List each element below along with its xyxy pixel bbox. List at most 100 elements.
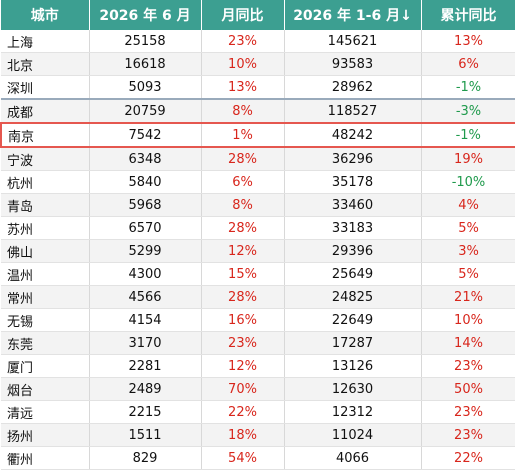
value-cell: 22% (201, 400, 285, 424)
value-cell: 18% (201, 423, 285, 447)
value-cell: 15% (201, 262, 285, 286)
city-cell: 杭州 (1, 170, 90, 194)
value-cell: 16618 (89, 52, 202, 76)
value-cell: 3170 (89, 331, 202, 355)
value-cell: 5968 (89, 193, 202, 217)
table-row: 北京 16618 10% 93583 6% (1, 52, 515, 76)
value-cell: 17287 (284, 331, 422, 355)
column-header: 城市 (1, 0, 90, 30)
value-cell: 22% (421, 446, 515, 470)
value-cell: 8% (201, 98, 285, 124)
column-header: 2026 年 6 月 (89, 0, 202, 30)
city-cell: 扬州 (1, 423, 90, 447)
table-row: 南京 7542 1% 48242 -1% (0, 122, 515, 148)
value-cell: 70% (201, 377, 285, 401)
value-cell: 13% (201, 75, 285, 100)
value-cell: 4154 (89, 308, 202, 332)
city-cell: 上海 (1, 30, 90, 53)
table-row: 成都 20759 8% 118527 -3% (1, 98, 515, 124)
city-cell: 深圳 (1, 75, 90, 100)
value-cell: 22649 (284, 308, 422, 332)
value-cell: 10% (421, 308, 515, 332)
table-row: 东莞 3170 23% 17287 14% (1, 331, 515, 355)
value-cell: 4066 (284, 446, 422, 470)
value-cell: 28% (201, 216, 285, 240)
value-cell: 5% (421, 216, 515, 240)
value-cell: 93583 (284, 52, 422, 76)
value-cell: 13% (421, 30, 515, 53)
value-cell: 23% (201, 331, 285, 355)
value-cell: 25649 (284, 262, 422, 286)
table-row: 宁波 6348 28% 36296 19% (1, 147, 515, 171)
table-row: 温州 4300 15% 25649 5% (1, 262, 515, 286)
value-cell: 24825 (284, 285, 422, 309)
value-cell: -1% (421, 75, 515, 100)
city-cell: 成都 (1, 98, 90, 124)
value-cell: 2489 (89, 377, 202, 401)
table-row: 常州 4566 28% 24825 21% (1, 285, 515, 309)
value-cell: 3% (421, 239, 515, 263)
value-cell: 118527 (284, 98, 422, 124)
city-cell: 衢州 (1, 446, 90, 470)
value-cell: 4566 (89, 285, 202, 309)
table-row: 深圳 5093 13% 28962 -1% (1, 75, 515, 100)
table-row: 苏州 6570 28% 33183 5% (1, 216, 515, 240)
value-cell: 23% (421, 423, 515, 447)
value-cell: 6% (421, 52, 515, 76)
value-cell: 20759 (89, 98, 202, 124)
value-cell: 5840 (89, 170, 202, 194)
value-cell: 6348 (89, 147, 202, 171)
value-cell: 5093 (89, 75, 202, 100)
value-cell: 8% (201, 193, 285, 217)
value-cell: 29396 (284, 239, 422, 263)
value-cell: 1511 (89, 423, 202, 447)
value-cell: 4% (421, 193, 515, 217)
value-cell: 12312 (284, 400, 422, 424)
value-cell: 1% (201, 122, 285, 148)
value-cell: 25158 (89, 30, 202, 53)
table-row: 厦门 2281 12% 13126 23% (1, 354, 515, 378)
value-cell: 23% (421, 400, 515, 424)
column-header: 2026 年 1-6 月↓ (284, 0, 422, 30)
value-cell: 28% (201, 147, 285, 171)
value-cell: 14% (421, 331, 515, 355)
city-cell: 烟台 (1, 377, 90, 401)
value-cell: -3% (421, 98, 515, 124)
value-cell: 50% (421, 377, 515, 401)
value-cell: -1% (421, 122, 515, 148)
table-row: 清远 2215 22% 12312 23% (1, 400, 515, 424)
value-cell: 2281 (89, 354, 202, 378)
value-cell: 829 (89, 446, 202, 470)
value-cell: 23% (201, 30, 285, 53)
value-cell: 145621 (284, 30, 422, 53)
value-cell: 33183 (284, 216, 422, 240)
value-cell: 4300 (89, 262, 202, 286)
value-cell: 11024 (284, 423, 422, 447)
value-cell: 21% (421, 285, 515, 309)
value-cell: 10% (201, 52, 285, 76)
city-cell: 宁波 (1, 147, 90, 171)
table-body: 上海 25158 23% 145621 13% 北京 16618 10% 93583 6% 深圳 50… (0, 30, 515, 470)
value-cell: 13126 (284, 354, 422, 378)
value-cell: 2215 (89, 400, 202, 424)
table-row: 烟台 2489 70% 12630 50% (1, 377, 515, 401)
value-cell: 7542 (89, 122, 202, 148)
value-cell: 12% (201, 239, 285, 263)
value-cell: 19% (421, 147, 515, 171)
city-cell: 北京 (1, 52, 90, 76)
table-row: 杭州 5840 6% 35178 -10% (1, 170, 515, 194)
value-cell: 28962 (284, 75, 422, 100)
city-cell: 青岛 (1, 193, 90, 217)
value-cell: 48242 (284, 122, 422, 148)
value-cell: 36296 (284, 147, 422, 171)
city-cell: 东莞 (1, 331, 90, 355)
city-cell: 苏州 (1, 216, 90, 240)
city-cell: 常州 (1, 285, 90, 309)
value-cell: 33460 (284, 193, 422, 217)
city-cell: 佛山 (1, 239, 90, 263)
city-cell: 厦门 (1, 354, 90, 378)
table-row: 青岛 5968 8% 33460 4% (1, 193, 515, 217)
value-cell: 5299 (89, 239, 202, 263)
table-row: 无锡 4154 16% 22649 10% (1, 308, 515, 332)
